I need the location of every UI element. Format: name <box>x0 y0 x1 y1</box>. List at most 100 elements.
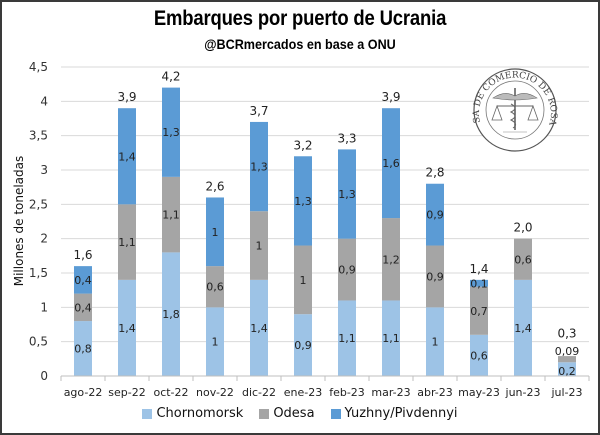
chart-title: Embarques por puerto de Ucrania <box>153 7 447 30</box>
segment-label: 1,1 <box>118 236 136 249</box>
chart-subtitle: @BCRmercados en base a ONU <box>204 36 396 52</box>
legend-label: Odesa <box>273 406 315 421</box>
bar-segment-odesa <box>74 293 92 322</box>
segment-label: 0,6 <box>470 349 488 362</box>
total-label: 3,2 <box>293 138 312 152</box>
segment-label: 1,1 <box>338 332 356 345</box>
bar-segment-yuzhny-pivdennyi <box>250 121 268 212</box>
y-tick-labels: 0 0,5 1 1,5 2 2,5 3 3,5 4 4,5 <box>29 60 48 383</box>
total-labels: 1,6 3,9 4,2 2,6 3,7 3,2 3,3 3,9 2,8 1,4 2,0 0,3 <box>73 70 576 341</box>
x-tick-label: dic-22 <box>242 386 276 399</box>
legend-swatch <box>142 408 153 419</box>
gridlines <box>61 66 589 343</box>
segment-label: 1 <box>256 240 263 253</box>
segment-label: 0,4 <box>74 301 92 314</box>
legend-item: Odesa <box>259 406 315 421</box>
y-tick-label: 3,5 <box>29 129 48 143</box>
segment-label: 0,4 <box>74 274 92 287</box>
bar-segment-chornomorsk <box>250 279 268 376</box>
total-label: 3,3 <box>337 131 356 145</box>
segment-label: 1,3 <box>338 188 356 201</box>
segment-label: 0,2 <box>558 365 576 378</box>
legend-swatch <box>259 408 270 419</box>
x-tick-label: abr-23 <box>417 386 453 399</box>
y-tick-label: 2 <box>40 232 48 246</box>
bars <box>74 87 576 376</box>
bar-segment-yuzhny-pivdennyi <box>294 156 312 246</box>
segment-label: 1 <box>300 274 307 287</box>
bar-segment-yuzhny-pivdennyi <box>162 87 180 177</box>
bar-segment-odesa <box>338 238 356 301</box>
segment-label: 1 <box>212 226 219 239</box>
bar-segment-yuzhny-pivdennyi <box>74 266 92 294</box>
total-label: 2,6 <box>205 179 224 193</box>
segment-label: 1,3 <box>162 126 180 139</box>
bar-segment-odesa <box>426 245 444 308</box>
bar-segment-chornomorsk <box>514 279 532 376</box>
x-tick-label: nov-22 <box>196 386 234 399</box>
bar-segment-yuzhny-pivdennyi <box>470 279 488 287</box>
segment-label: 0,9 <box>294 339 312 352</box>
x-tick-label: feb-23 <box>329 386 365 399</box>
legend-swatch <box>330 408 341 419</box>
bar-segment-odesa <box>382 218 400 301</box>
segment-label: 1,6 <box>382 157 400 170</box>
total-label: 3,7 <box>249 104 268 118</box>
segment-label: 0,9 <box>426 209 444 222</box>
bar-segment-yuzhny-pivdennyi <box>382 108 400 219</box>
legend-item: Yuzhny/Pivdennyi <box>330 406 458 421</box>
segment-label: 0,09 <box>555 345 580 358</box>
bar-segment-odesa <box>250 211 268 280</box>
caduceus-scales-seal-icon: BOLSA DE COMERCIO DE ROSARIO <box>472 68 558 152</box>
bar-segment-odesa <box>470 286 488 335</box>
x-tick-label: sep-22 <box>108 386 145 399</box>
segment-label: 1 <box>432 336 439 349</box>
total-label: 4,2 <box>161 70 180 84</box>
bar-segment-chornomorsk <box>558 362 576 376</box>
segment-label: 0,7 <box>470 305 488 318</box>
y-axis-label: Millones de toneladas <box>12 156 26 287</box>
y-tick-label: 1 <box>40 300 48 314</box>
segment-label: 1 <box>212 336 219 349</box>
segment-label: 0,6 <box>206 281 224 294</box>
x-tick-label: may-23 <box>458 386 500 399</box>
bar-segment-chornomorsk <box>294 314 312 376</box>
bar-segment-odesa <box>118 204 136 280</box>
segment-label: 0,9 <box>338 264 356 277</box>
y-tick-label: 4 <box>40 94 48 108</box>
total-label: 3,9 <box>117 90 136 104</box>
x-tick-label: ene-23 <box>284 386 322 399</box>
segment-label: 1,2 <box>382 253 400 266</box>
segment-label: 0,8 <box>74 343 92 356</box>
bar-segment-chornomorsk <box>74 321 92 376</box>
segment-label: 1,4 <box>514 322 532 335</box>
segment-label: 1,3 <box>294 195 312 208</box>
segment-label: 1,4 <box>250 322 268 335</box>
bar-segment-yuzhny-pivdennyi <box>338 149 356 239</box>
bar-segment-chornomorsk <box>426 307 444 376</box>
total-label: 1,6 <box>73 248 92 262</box>
y-tick-label: 1,5 <box>29 266 48 280</box>
y-tick-label: 2,5 <box>29 197 48 211</box>
segment-label: 0,9 <box>426 270 444 283</box>
bar-segment-chornomorsk <box>382 300 400 376</box>
y-tick-label: 4,5 <box>29 60 48 74</box>
bar-segment-chornomorsk <box>206 307 224 376</box>
segment-label: 1,3 <box>250 161 268 174</box>
bar-segment-odesa <box>294 245 312 315</box>
x-tick-label: oct-22 <box>153 386 188 399</box>
y-tick-label: 3 <box>40 163 48 177</box>
legend-label: Chornomorsk <box>156 406 244 421</box>
bar-segment-yuzhny-pivdennyi <box>426 183 444 246</box>
x-tick-label: mar-23 <box>371 386 410 399</box>
segment-label: 1,1 <box>162 209 180 222</box>
legend-item: Chornomorsk <box>142 406 243 421</box>
total-label: 1,4 <box>469 262 488 276</box>
segment-label: 0,6 <box>514 253 532 266</box>
bar-segment-chornomorsk <box>162 252 180 376</box>
y-tick-label: 0,5 <box>29 335 48 349</box>
segment-label: 1,4 <box>118 150 136 163</box>
bar-segment-yuzhny-pivdennyi <box>118 108 136 205</box>
total-label: 2,8 <box>425 166 444 180</box>
bar-segment-chornomorsk <box>118 279 136 376</box>
